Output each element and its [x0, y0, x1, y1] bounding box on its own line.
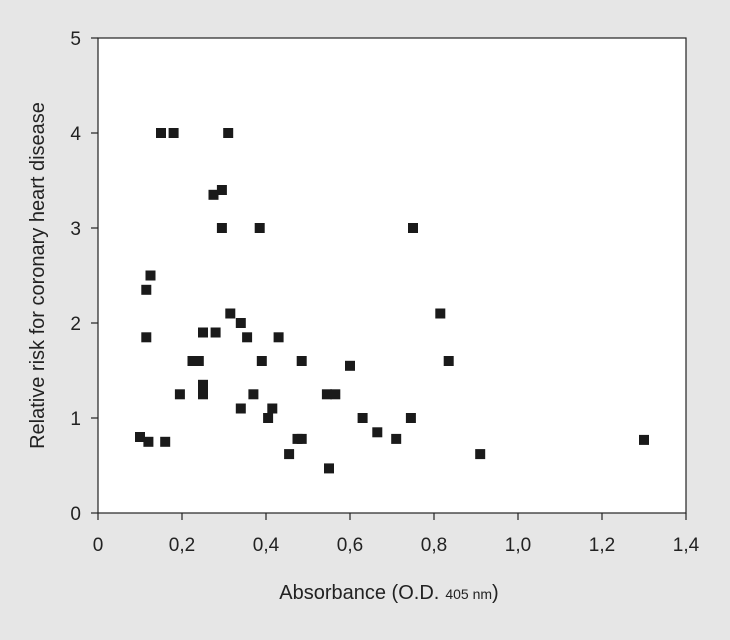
data-point	[408, 223, 418, 233]
data-point	[254, 223, 265, 233]
x-tick-label: 0,2	[169, 535, 195, 556]
y-axis-title: Relative risk for coronary heart disease	[27, 102, 49, 449]
data-point	[225, 308, 236, 319]
x-axis-title-main: Absorbance (O.D.	[279, 582, 439, 604]
data-point	[198, 327, 208, 338]
data-point	[639, 434, 649, 445]
x-tick-label: 1,4	[673, 535, 700, 556]
data-point	[443, 356, 454, 366]
data-point	[263, 413, 274, 423]
data-point	[135, 432, 145, 442]
plot-area	[98, 38, 686, 513]
data-point	[198, 379, 208, 390]
data-point	[156, 128, 166, 138]
y-tick-label: 1	[70, 409, 81, 430]
data-point	[284, 449, 295, 460]
data-point	[143, 436, 154, 447]
data-point	[193, 356, 204, 366]
x-axis-title-unit: 405 nm	[445, 586, 492, 602]
y-axis-ticks: 0 1 2 3 4 5	[70, 29, 98, 525]
data-point	[267, 403, 278, 414]
x-axis-title-close: )	[492, 582, 499, 604]
y-tick-label: 2	[70, 314, 81, 335]
data-point	[145, 270, 156, 281]
y-tick-label: 5	[70, 29, 81, 50]
data-point	[324, 463, 334, 474]
data-point	[216, 185, 227, 195]
data-point	[198, 389, 208, 400]
data-point	[208, 189, 219, 200]
data-point	[223, 128, 234, 138]
data-point	[321, 389, 332, 400]
data-point	[475, 449, 486, 460]
data-point	[330, 389, 341, 400]
data-point	[168, 128, 179, 138]
data-point	[141, 332, 152, 343]
x-tick-label: 1,0	[505, 535, 531, 556]
data-point	[160, 436, 171, 447]
data-point	[296, 356, 307, 366]
data-point	[187, 356, 198, 366]
data-point	[210, 327, 221, 338]
data-point	[435, 308, 446, 319]
data-point	[345, 360, 355, 371]
x-tick-label: 0,6	[337, 535, 363, 556]
data-point	[273, 332, 284, 343]
plot-frame	[97, 37, 687, 514]
data-point	[248, 389, 259, 400]
data-point	[296, 433, 307, 444]
data-point	[405, 413, 416, 423]
data-point	[216, 223, 227, 233]
y-tick-label: 4	[70, 124, 81, 145]
data-point	[391, 433, 402, 444]
x-tick-label: 0	[93, 535, 104, 556]
data-point	[357, 413, 368, 423]
x-tick-label: 1,2	[589, 535, 615, 556]
x-axis-ticks: 0 0,2 0,4 0,6 0,8 1,0 1,2 1,4	[93, 513, 700, 556]
x-axis-title: Absorbance (O.D. 405 nm)	[279, 582, 498, 604]
data-point	[235, 403, 246, 414]
data-points	[135, 128, 649, 474]
data-point	[141, 284, 152, 295]
x-tick-label: 0,4	[253, 535, 280, 556]
y-tick-label: 3	[70, 219, 81, 240]
data-point	[174, 389, 185, 400]
data-point	[372, 427, 383, 438]
data-point	[235, 318, 246, 328]
y-tick-label: 0	[70, 504, 81, 525]
x-tick-label: 0,8	[421, 535, 447, 556]
data-point	[256, 356, 267, 366]
data-point	[242, 332, 253, 343]
